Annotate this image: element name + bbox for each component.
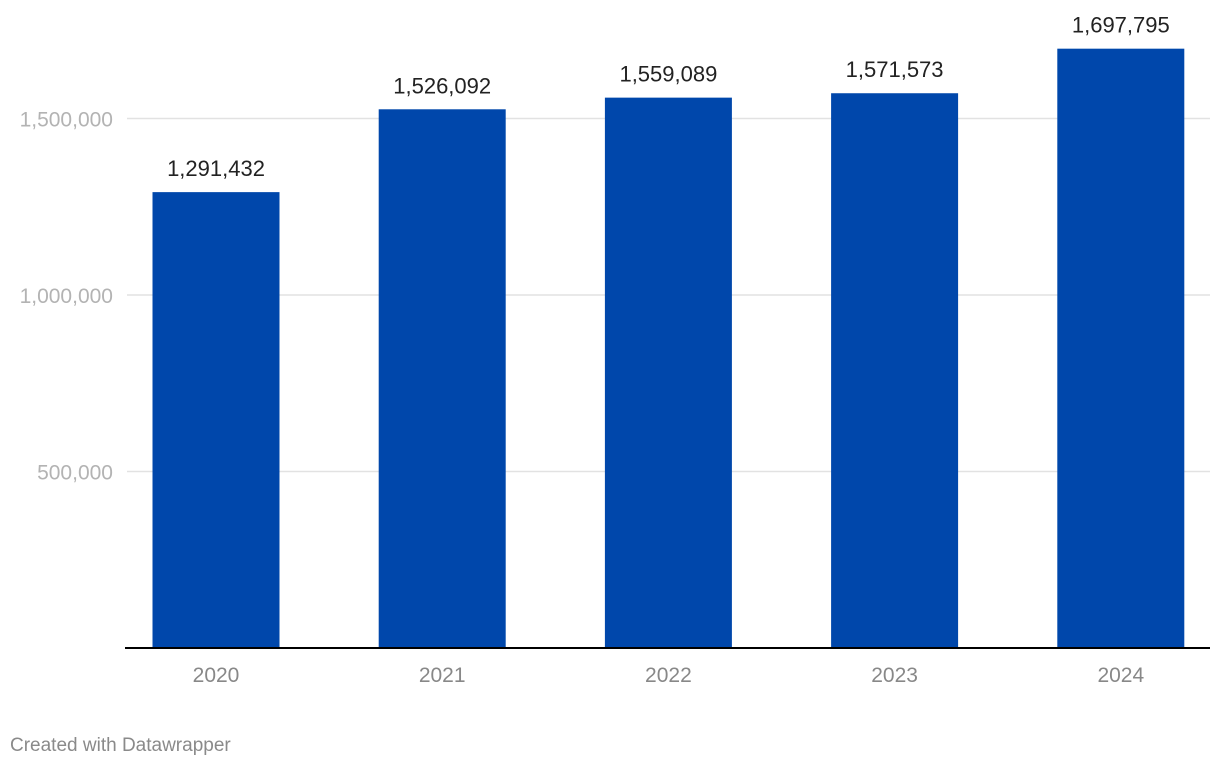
bars xyxy=(152,48,1185,649)
bar-chart: 500,000 1,000,000 1,500,000 1,291,432 1,526… xyxy=(20,13,1210,687)
bar-2024 xyxy=(1057,48,1185,649)
bar-value-label: 1,526,092 xyxy=(393,73,491,98)
bar-value-labels: 1,291,432 1,526,092 1,559,089 1,571,573 1,69… xyxy=(167,13,1170,181)
bar-value-label: 1,559,089 xyxy=(619,62,717,87)
x-axis-ticks: 2020 2021 2022 2023 2024 xyxy=(193,664,1145,687)
y-tick-label: 1,000,000 xyxy=(20,285,113,308)
x-tick-label: 2022 xyxy=(645,664,692,687)
bar-2023 xyxy=(831,93,959,648)
x-tick-label: 2023 xyxy=(871,664,918,687)
bar-2020 xyxy=(152,192,280,648)
y-axis-ticks: 500,000 1,000,000 1,500,000 xyxy=(20,109,113,485)
y-tick-label: 500,000 xyxy=(37,462,113,485)
x-tick-label: 2020 xyxy=(193,664,240,687)
bar-value-label: 1,571,573 xyxy=(846,57,944,82)
x-tick-label: 2021 xyxy=(419,664,466,687)
bar-2021 xyxy=(378,109,506,648)
y-tick-label: 1,500,000 xyxy=(20,109,113,132)
bar-2022 xyxy=(604,97,732,648)
chart-area: 500,000 1,000,000 1,500,000 1,291,432 1,526… xyxy=(20,13,1210,687)
bar-value-label: 1,697,795 xyxy=(1072,13,1170,38)
datawrapper-credit: Created with Datawrapper xyxy=(10,735,231,756)
bar-value-label: 1,291,432 xyxy=(167,156,265,181)
x-tick-label: 2024 xyxy=(1097,664,1144,687)
